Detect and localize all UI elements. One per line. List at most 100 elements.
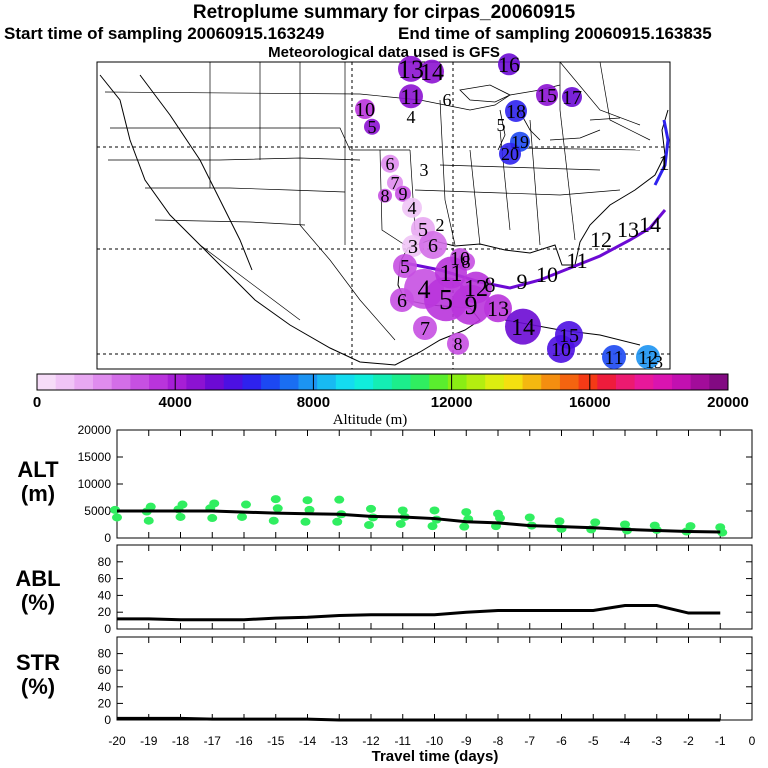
plume-day-label: 16 — [498, 52, 520, 77]
start-time: Start time of sampling 20060915.163249 — [4, 24, 325, 43]
plume-day-label: 9 — [517, 269, 528, 294]
plume-blob — [390, 288, 414, 312]
colorbar-swatch — [578, 374, 598, 390]
plume-day-label: 10 — [450, 248, 470, 270]
colorbar-swatch — [205, 374, 225, 390]
alt-label: ALT — [17, 457, 59, 482]
colorbar-swatch — [111, 374, 131, 390]
plume-day-label: 3 — [408, 236, 418, 258]
plume-day-label: 12 — [590, 227, 612, 252]
plume-blob — [505, 308, 541, 345]
y-tick-label: 0 — [104, 713, 111, 727]
plume-day-label: 13 — [645, 352, 663, 372]
plume-day-label: 6 — [386, 154, 395, 174]
plume-blob — [499, 142, 521, 165]
plume-blob — [402, 235, 424, 257]
y-tick-label: 40 — [98, 680, 112, 694]
plume-blob — [484, 294, 512, 323]
plume-blob — [399, 84, 423, 109]
plume-day-label: 5 — [439, 285, 453, 316]
plume-blob — [447, 332, 469, 355]
particle-point — [302, 496, 313, 505]
colorbar-swatch — [485, 374, 505, 390]
particle-point — [112, 513, 122, 522]
colorbar-swatch — [559, 374, 580, 390]
particle-point — [304, 505, 315, 514]
colorbar-swatch — [447, 374, 468, 390]
mean-altitude-line — [117, 509, 721, 534]
colorbar-tick-label: 4000 — [159, 394, 192, 411]
plume-day-label: 7 — [391, 173, 400, 193]
plume-day-label: 10 — [355, 99, 375, 121]
colorbar-swatch — [130, 374, 150, 390]
y-tick-label: 80 — [98, 555, 112, 569]
colorbar-swatch — [354, 374, 374, 390]
colorbar-swatch — [690, 374, 710, 390]
plume-blob — [562, 87, 582, 107]
particle-point — [334, 495, 345, 504]
particle-point — [268, 516, 279, 525]
x-tick-label: -3 — [651, 734, 662, 748]
plume-blob — [398, 55, 424, 82]
colorbar-swatch — [653, 374, 673, 390]
x-tick-label: -20 — [108, 734, 126, 748]
colorbar-tick-label: 16000 — [569, 394, 611, 411]
x-tick-label: -4 — [620, 734, 631, 748]
x-tick-label: -14 — [299, 734, 317, 748]
colorbar-swatch — [37, 374, 57, 390]
plume-blob — [602, 345, 626, 369]
colorbar-swatch — [709, 374, 729, 390]
particle-point — [397, 506, 408, 515]
plume-day-label: 5 — [400, 256, 410, 278]
plume-day-label: 8 — [381, 186, 390, 206]
plume-day-label: 5 — [497, 115, 506, 135]
plume-day-label: 8 — [462, 252, 471, 272]
y-tick-label: 15000 — [78, 450, 112, 464]
plume-day-label: 11 — [566, 248, 587, 273]
plume-blob — [451, 284, 491, 325]
plume-blob — [402, 197, 422, 218]
colorbar-tick-label: 8000 — [297, 394, 330, 411]
x-tick-label: -16 — [235, 734, 253, 748]
plume-blob — [355, 99, 375, 119]
plume-day-label: 4 — [407, 107, 416, 127]
plume-day-label: 8 — [454, 334, 463, 354]
colorbar-swatch — [634, 374, 654, 390]
particle-point — [175, 512, 186, 521]
y-tick-label: 20 — [98, 696, 112, 710]
plume-day-label: 13 — [398, 55, 424, 84]
particle-point — [332, 517, 343, 526]
x-tick-label: -19 — [140, 734, 158, 748]
y-tick-label: 60 — [98, 663, 112, 677]
colorbar-swatch — [167, 374, 187, 390]
plume-day-label: 17 — [562, 87, 582, 109]
y-tick-label: 0 — [104, 622, 111, 636]
plume-day-label: 2 — [436, 215, 445, 235]
colorbar-swatch — [261, 374, 281, 390]
y-tick-label: 60 — [98, 572, 112, 586]
particle-point — [590, 518, 601, 527]
particle-point — [429, 506, 440, 515]
colorbar-swatch — [335, 374, 355, 390]
x-tick-label: -15 — [267, 734, 285, 748]
met-data-note: Meteorological data used is GFS — [268, 44, 500, 61]
plume-day-label: 11 — [604, 347, 623, 369]
plume-day-label: 10 — [536, 262, 558, 287]
colorbar-swatch — [429, 374, 449, 390]
plume-day-label: 12 — [638, 347, 658, 369]
plume-blob — [393, 254, 417, 278]
particle-point — [364, 521, 374, 530]
plume-blob — [381, 154, 399, 173]
colorbar: 0 4000 8000 12000 16000 20000 — [33, 373, 749, 411]
alt-unit: (m) — [20, 481, 56, 506]
colorbar-tick-label: 0 — [33, 394, 41, 411]
panel-frame — [116, 636, 753, 721]
particle-point — [395, 519, 406, 528]
colorbar-label: Altitude (m) — [333, 412, 408, 428]
abl-label: ABL — [15, 566, 61, 591]
colorbar-swatch — [298, 374, 318, 390]
colorbar-swatch — [55, 374, 75, 390]
colorbar-swatch — [466, 374, 486, 390]
plume-blob — [536, 84, 558, 106]
